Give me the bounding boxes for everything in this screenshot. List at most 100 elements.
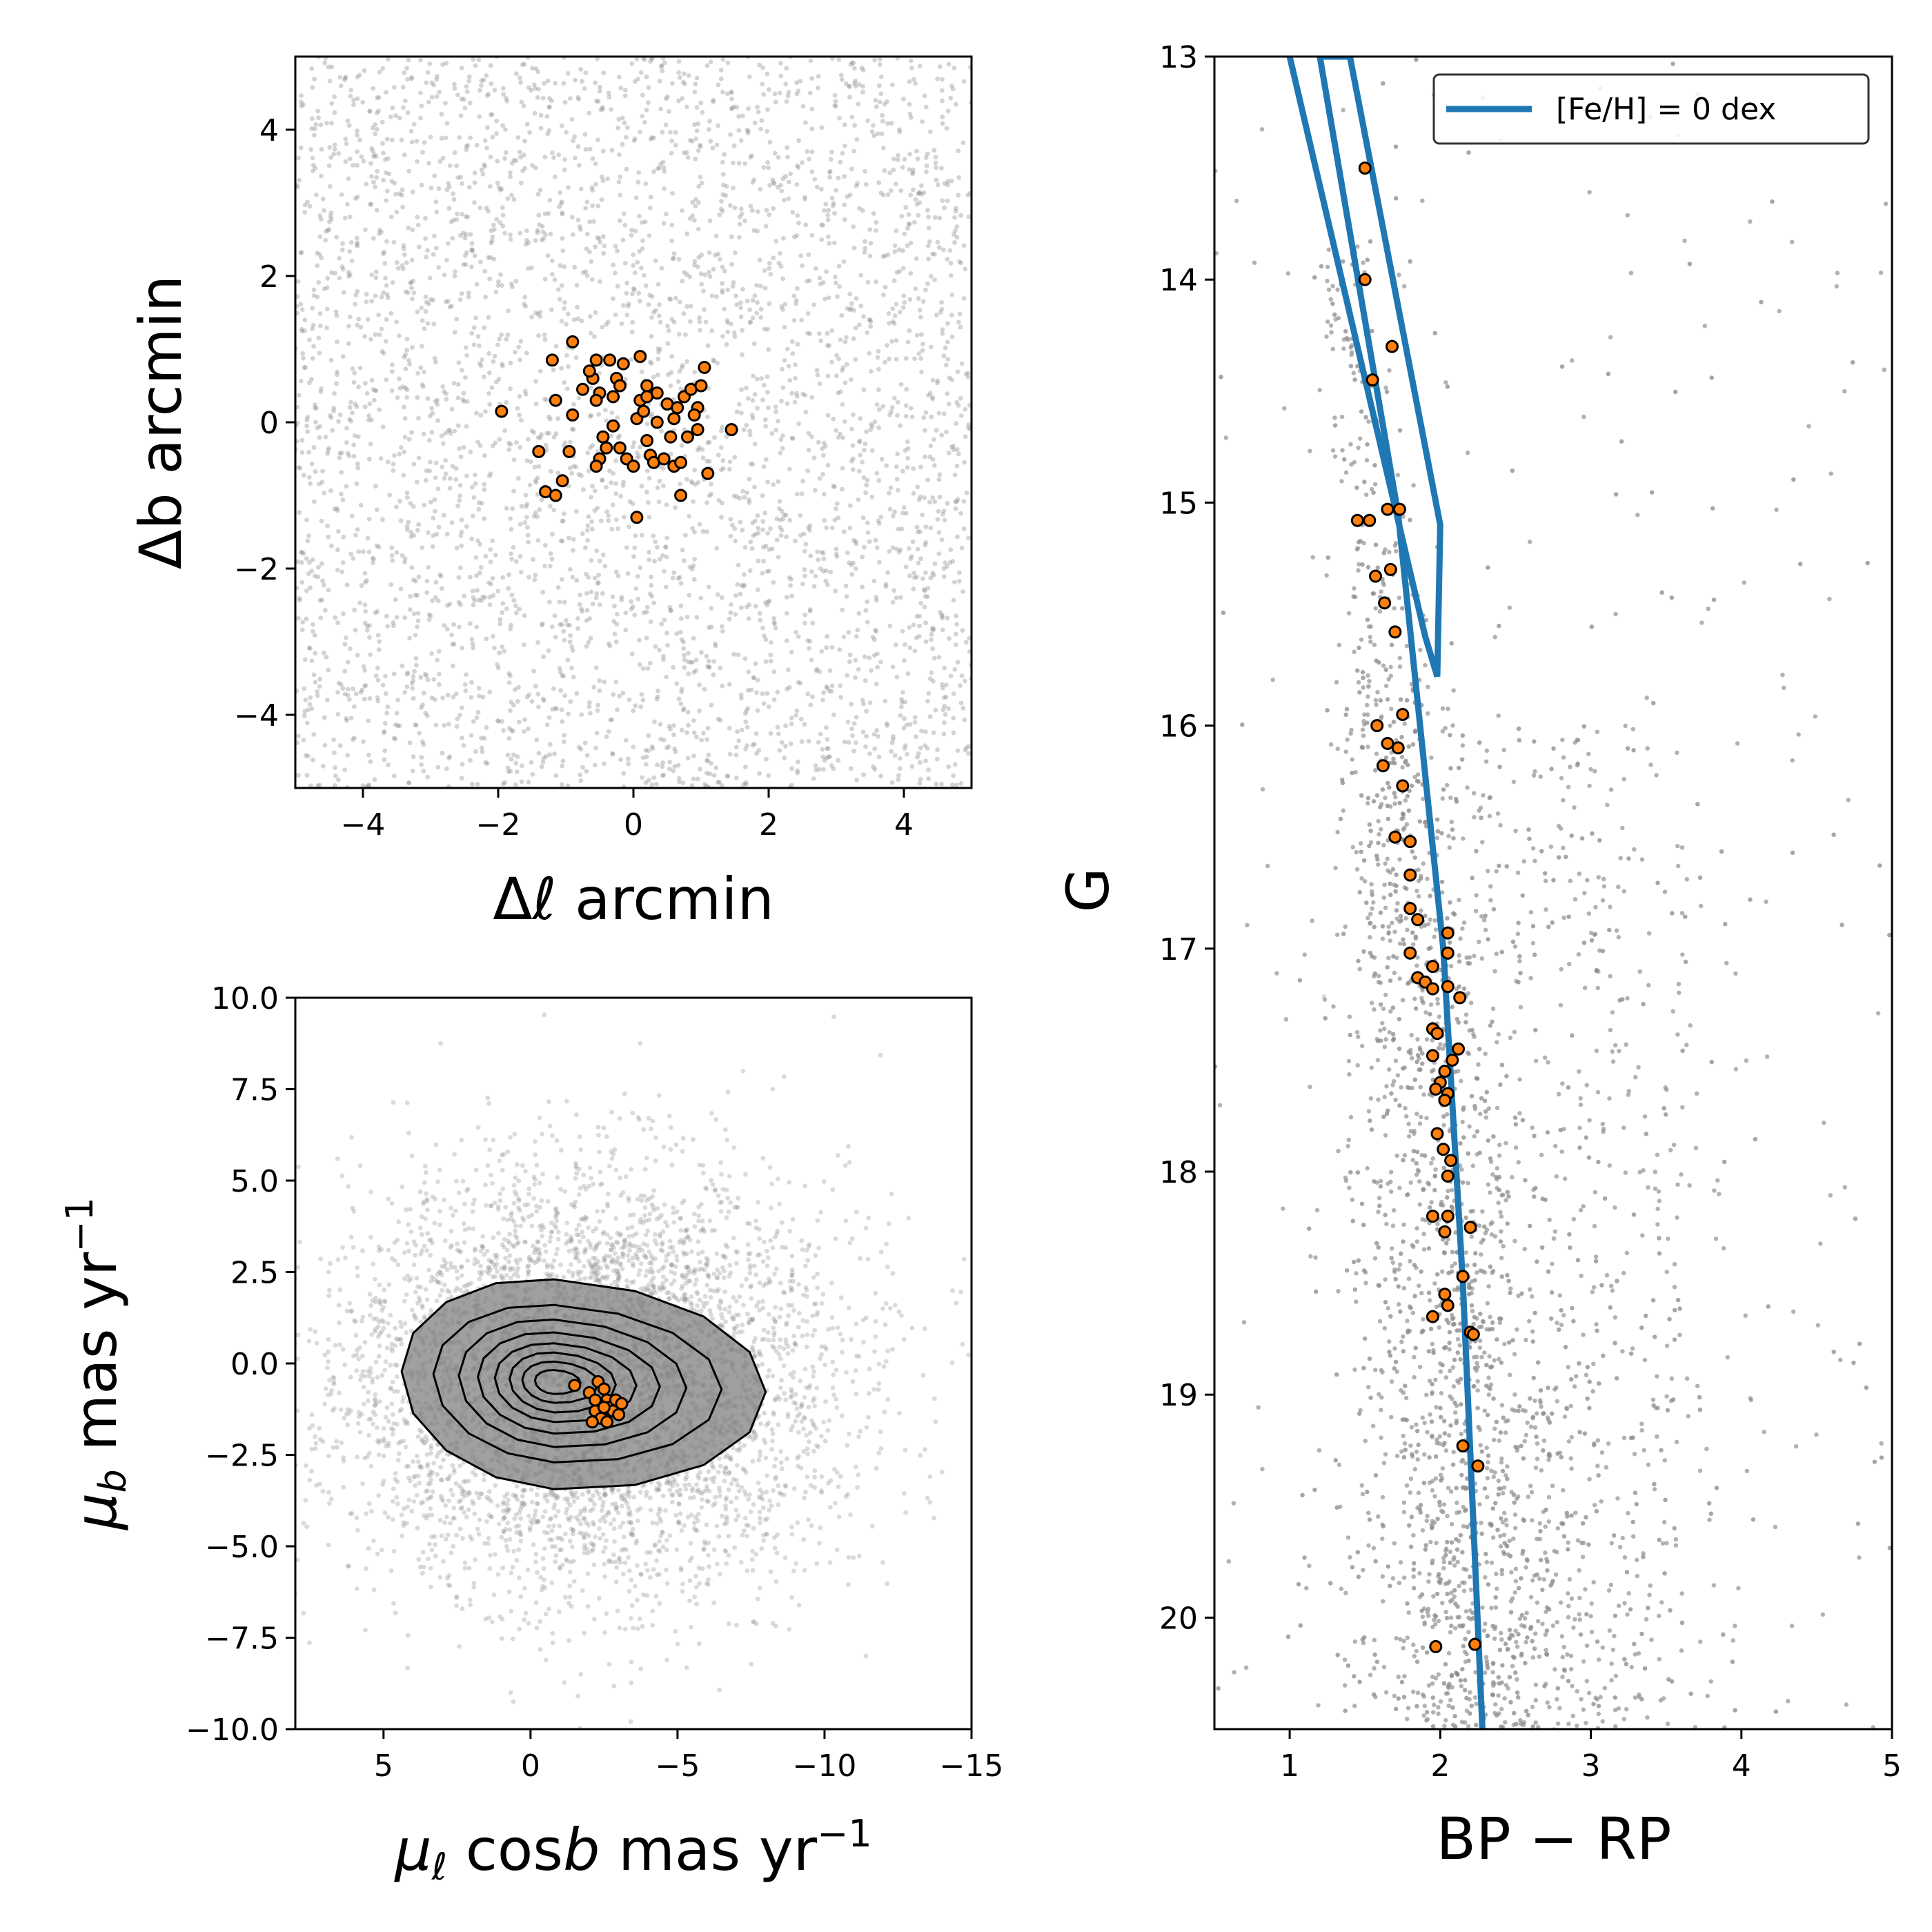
field-star: [852, 123, 857, 128]
field-star: [851, 456, 856, 462]
field-star: [571, 674, 576, 680]
field-star: [897, 129, 903, 135]
field-star: [831, 1014, 836, 1020]
field-star: [443, 100, 448, 106]
field-star: [575, 316, 581, 322]
field-star: [923, 593, 928, 599]
field-star: [923, 542, 928, 548]
field-star: [477, 1276, 482, 1282]
field-star: [535, 311, 540, 317]
field-star: [676, 776, 682, 781]
field-star: [621, 303, 626, 308]
field-star: [894, 546, 899, 552]
field-star: [606, 513, 611, 518]
field-star: [536, 333, 541, 338]
field-star: [796, 220, 801, 226]
field-star: [656, 372, 660, 377]
field-star: [488, 112, 493, 117]
field-star: [845, 673, 850, 678]
field-star: [862, 678, 868, 683]
field-star: [441, 513, 446, 518]
field-star: [814, 1312, 819, 1318]
field-star: [629, 357, 634, 362]
field-star: [660, 1286, 666, 1291]
field-star: [586, 110, 592, 116]
field-star: [339, 192, 344, 197]
field-star: [511, 1699, 516, 1704]
field-star: [508, 232, 513, 237]
field-star: [775, 1176, 780, 1181]
field-star: [405, 110, 411, 115]
field-star: [820, 223, 826, 228]
field-star: [942, 704, 947, 709]
field-star: [750, 373, 756, 379]
field-star: [544, 722, 550, 727]
field-star: [843, 81, 849, 86]
field-star: [473, 63, 478, 68]
field-star: [867, 351, 872, 356]
field-star: [506, 680, 512, 685]
field-star: [318, 122, 324, 128]
field-star: [660, 1530, 665, 1535]
field-star: [945, 564, 949, 569]
field-star: [322, 650, 326, 656]
field-star: [617, 693, 622, 699]
field-star: [799, 739, 805, 744]
field-star: [511, 544, 516, 550]
field-star: [923, 155, 929, 160]
field-star: [480, 357, 485, 362]
field-star: [678, 616, 684, 621]
field-star: [457, 135, 462, 140]
field-star: [469, 680, 474, 685]
field-star: [875, 651, 880, 657]
field-star: [791, 293, 797, 299]
sky-x-tick-label: 2: [759, 807, 778, 842]
field-star: [339, 569, 345, 575]
field-star: [792, 400, 798, 405]
field-star: [600, 1209, 606, 1214]
field-star: [460, 645, 465, 651]
field-star: [335, 711, 341, 717]
field-star: [723, 1466, 728, 1471]
field-star: [789, 782, 794, 788]
field-star: [552, 613, 558, 618]
field-star: [326, 667, 331, 673]
field-star: [368, 441, 373, 446]
field-star: [805, 468, 811, 473]
field-star: [893, 642, 898, 648]
field-star: [793, 362, 798, 367]
field-star: [937, 494, 943, 500]
field-star: [391, 773, 397, 779]
field-star: [869, 424, 875, 429]
field-star: [497, 336, 502, 342]
field-star: [827, 170, 832, 175]
field-star: [664, 1223, 670, 1229]
field-star: [669, 1262, 674, 1268]
field-star: [483, 409, 488, 414]
field-star: [502, 1515, 507, 1520]
field-star: [939, 612, 945, 618]
field-star: [704, 500, 709, 505]
field-star: [743, 1172, 748, 1177]
field-star: [427, 275, 433, 281]
field-star: [424, 713, 430, 718]
field-star: [824, 756, 829, 761]
field-star: [300, 351, 306, 356]
field-star: [776, 260, 782, 266]
field-star: [533, 238, 538, 244]
field-star: [570, 548, 575, 553]
field-star: [738, 305, 744, 310]
field-star: [814, 767, 818, 773]
field-star: [669, 608, 673, 613]
field-star: [764, 1489, 769, 1495]
field-star: [435, 402, 440, 407]
field-star: [393, 192, 398, 197]
field-star: [660, 159, 666, 165]
field-star: [339, 470, 344, 475]
field-star: [642, 273, 647, 278]
field-star: [813, 763, 818, 769]
field-star: [451, 642, 457, 647]
field-star: [967, 403, 972, 408]
field-star: [691, 776, 696, 782]
field-star: [393, 113, 398, 118]
